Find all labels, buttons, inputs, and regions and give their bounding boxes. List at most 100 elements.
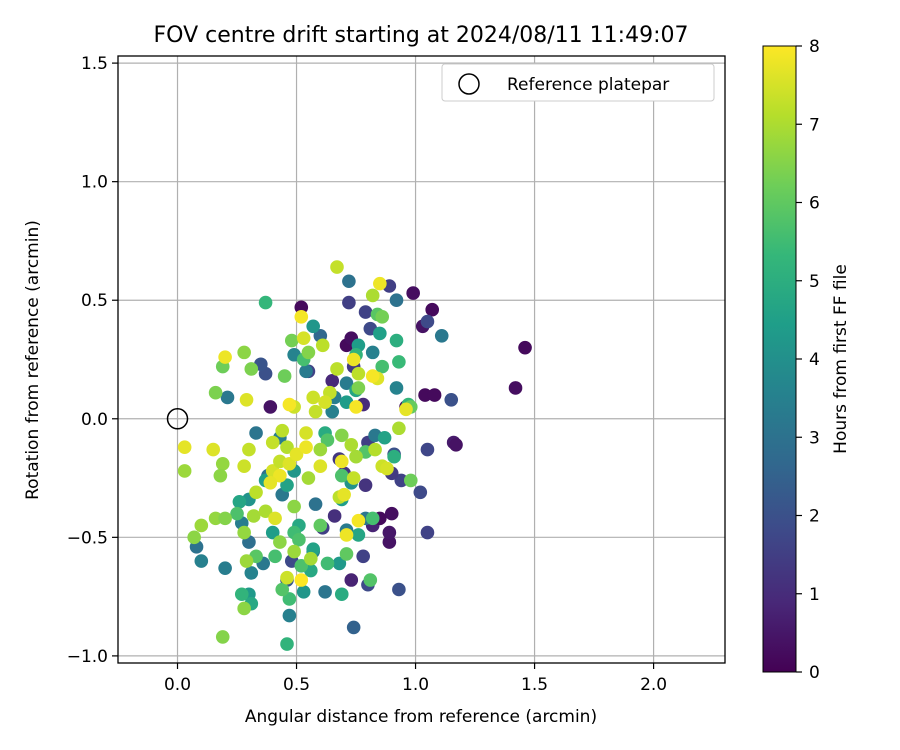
data-point	[418, 388, 432, 402]
data-point	[263, 475, 278, 490]
x-tick-label: 2.0	[640, 675, 667, 695]
data-point	[363, 573, 378, 587]
data-point	[237, 525, 251, 540]
data-point	[392, 421, 406, 436]
data-point	[289, 447, 304, 462]
data-point	[265, 435, 280, 450]
data-point	[373, 326, 387, 341]
data-point	[351, 381, 366, 395]
data-point	[320, 433, 335, 447]
data-point	[358, 305, 373, 319]
data-point	[282, 457, 297, 471]
data-point	[277, 369, 292, 383]
data-point	[268, 511, 282, 526]
data-point	[330, 260, 344, 274]
data-point	[413, 485, 428, 500]
data-point	[294, 300, 309, 315]
data-point	[384, 506, 399, 521]
data-point	[234, 587, 249, 602]
data-point	[273, 468, 287, 483]
data-point	[282, 397, 297, 412]
data-point	[313, 459, 328, 473]
data-point	[275, 423, 290, 438]
reference-platepar-marker	[166, 408, 189, 430]
data-point	[237, 459, 251, 473]
data-point	[389, 381, 404, 395]
data-point	[294, 573, 309, 587]
y-tick-label: 1.0	[81, 173, 108, 193]
data-point	[420, 314, 435, 329]
data-point	[280, 478, 294, 492]
data-point	[313, 442, 328, 457]
data-point	[187, 530, 201, 545]
data-point	[339, 528, 354, 542]
data-point	[449, 438, 463, 452]
data-point	[313, 518, 328, 533]
data-point	[294, 558, 309, 573]
data-point	[420, 525, 435, 540]
data-point	[208, 385, 223, 400]
data-point	[296, 585, 311, 599]
data-point	[508, 381, 523, 395]
data-point	[299, 426, 313, 440]
data-point	[318, 585, 332, 599]
data-point	[220, 390, 235, 405]
data-point	[306, 390, 320, 405]
data-point	[306, 319, 320, 334]
data-point	[299, 440, 313, 455]
data-point	[406, 286, 420, 300]
data-point	[301, 345, 316, 360]
data-point	[318, 395, 332, 409]
data-point	[403, 473, 418, 488]
data-point	[218, 561, 232, 575]
data-point	[246, 509, 261, 523]
data-point	[215, 630, 230, 644]
colorbar-tick-label: 5	[809, 272, 820, 292]
data-point	[296, 331, 311, 345]
data-point	[280, 637, 294, 651]
data-point	[380, 461, 394, 476]
data-point	[194, 554, 209, 568]
data-point	[344, 573, 359, 587]
data-point	[365, 511, 380, 526]
data-point	[356, 549, 370, 564]
data-point	[273, 535, 287, 549]
data-point	[327, 509, 342, 523]
data-point	[420, 442, 435, 457]
data-point	[320, 556, 335, 571]
y-tick-label: 0.0	[81, 410, 108, 430]
data-point	[280, 440, 294, 455]
data-point	[368, 442, 382, 457]
data-point	[263, 400, 278, 414]
data-point	[399, 402, 413, 417]
data-point	[365, 288, 380, 303]
x-axis-ticks: 0.0 0.5 1.0 1.5 2.0	[164, 663, 667, 695]
data-point	[365, 345, 380, 360]
data-point	[325, 404, 340, 419]
data-point	[218, 350, 232, 364]
data-point	[282, 592, 297, 606]
data-point	[292, 532, 306, 547]
data-point	[325, 374, 340, 388]
data-point	[215, 457, 230, 471]
data-point	[249, 485, 263, 500]
data-point	[382, 525, 397, 540]
data-point	[304, 551, 318, 566]
data-point	[177, 440, 192, 455]
data-point	[346, 620, 361, 635]
data-point	[258, 504, 273, 519]
y-axis-label: Rotation from reference (arcmin)	[23, 220, 43, 500]
data-point	[342, 274, 356, 289]
data-point	[334, 468, 349, 483]
data-point	[275, 582, 290, 597]
colorbar-tick-label: 0	[809, 663, 820, 683]
colorbar-ticks: 0 1 2 3 4 5 6 7 8	[796, 37, 820, 683]
data-point	[308, 497, 323, 511]
legend-marker-icon	[458, 73, 480, 95]
data-point	[308, 404, 323, 419]
data-point	[232, 494, 247, 509]
data-point	[334, 454, 349, 469]
data-point	[518, 340, 532, 355]
data-point	[375, 310, 390, 324]
